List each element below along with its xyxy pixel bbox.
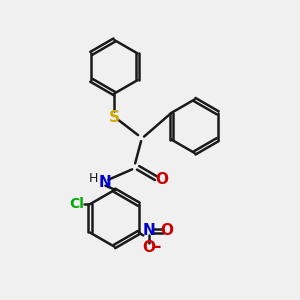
Text: O: O <box>143 240 156 255</box>
Text: O: O <box>155 172 168 187</box>
Text: O: O <box>160 224 173 238</box>
Text: N: N <box>143 224 156 238</box>
Text: -: - <box>154 238 162 256</box>
Text: H: H <box>89 172 98 185</box>
Text: S: S <box>109 110 120 125</box>
Text: Cl: Cl <box>69 197 84 211</box>
Text: N: N <box>99 175 112 190</box>
